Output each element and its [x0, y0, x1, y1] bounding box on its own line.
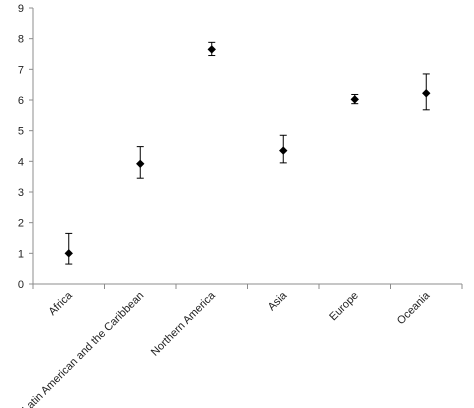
- y-tick-label: 2: [18, 218, 24, 230]
- y-tick-label: 9: [18, 3, 24, 15]
- x-tick-label: Latin American and the Caribbean: [20, 290, 146, 408]
- axes: [32, 8, 462, 285]
- y-tick-label: 7: [18, 64, 24, 76]
- y-tick-label: 1: [18, 248, 24, 260]
- x-tick-label: Africa: [46, 289, 75, 318]
- data-point-marker: [422, 89, 431, 98]
- y-tick-label: 3: [18, 187, 24, 199]
- data-point-marker: [350, 95, 359, 104]
- y-tick-label: 6: [18, 95, 24, 107]
- data-point-marker: [64, 249, 73, 258]
- y-tick-label: 5: [18, 126, 24, 138]
- x-tick-label: Northern America: [149, 289, 219, 359]
- x-tick-label: Oceania: [395, 289, 433, 327]
- data-points: [64, 45, 431, 258]
- data-point-marker: [279, 146, 288, 155]
- data-point-marker: [207, 45, 216, 54]
- x-tick-label: Asia: [266, 289, 290, 313]
- error-bars: [65, 41, 430, 265]
- y-tick-label: 4: [18, 156, 24, 168]
- y-axis-ticks: 0 1 2 3 4 5 6 7 8 9: [18, 3, 33, 291]
- y-tick-label: 0: [18, 279, 24, 291]
- data-point-marker: [136, 159, 145, 168]
- y-tick-label: 8: [18, 34, 24, 46]
- error-bar: [65, 232, 73, 265]
- x-tick-label: Europe: [327, 290, 361, 324]
